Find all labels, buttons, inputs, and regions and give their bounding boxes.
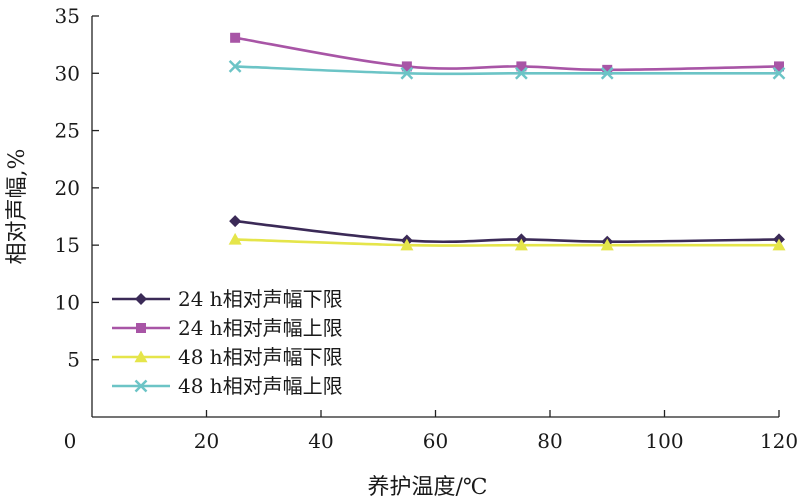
legend-item: 48 h相对声幅下限: [112, 345, 343, 369]
y-tick-label: 20: [55, 176, 80, 200]
axis-ticks: 5 10 15 20 25 30 35 0 20 40 60 80 100 120: [55, 4, 799, 453]
legend-label: 24 h相对声幅上限: [178, 316, 343, 340]
x-tick-label: 60: [423, 429, 448, 453]
x-axis-title: 养护温度/℃: [367, 475, 487, 500]
data-point: [230, 32, 241, 43]
data-point: [600, 66, 614, 80]
marker-stroke: [400, 66, 414, 80]
series-2: [230, 32, 784, 75]
y-tick-label: 25: [55, 119, 80, 143]
data-point: [514, 238, 528, 251]
data-point: [228, 60, 242, 73]
y-axis-title: 相对声幅,%: [5, 149, 30, 265]
legend-marker: [135, 293, 147, 305]
legend-marker: [134, 350, 148, 363]
x-tick-label: 0: [64, 429, 77, 453]
y-tick-label: 15: [55, 233, 80, 257]
data-point: [774, 61, 784, 72]
x-tick-label: 100: [645, 429, 683, 453]
legend: 24 h相对声幅下限 24 h相对声幅上限 48 h相对声幅下限 48 h相对声幅上限: [112, 287, 343, 398]
legend-item: 48 h相对声幅上限: [112, 374, 343, 398]
y-tick-label: 35: [55, 4, 80, 28]
legend-label: 48 h相对声幅上限: [178, 374, 343, 398]
y-tick-label: 10: [55, 290, 80, 314]
x-tick-label: 120: [760, 429, 798, 453]
data-point: [229, 215, 242, 228]
series-line: [234, 219, 780, 244]
marker-stroke: [514, 66, 528, 80]
x-tick-label: 80: [537, 429, 562, 453]
legend-item: 24 h相对声幅下限: [112, 287, 343, 311]
legend-marker: [136, 323, 146, 333]
x-tick-label: 40: [308, 429, 333, 453]
y-tick-label: 5: [67, 348, 80, 372]
series-3: [228, 232, 786, 251]
legend-label: 48 h相对声幅下限: [178, 345, 343, 369]
data-point: [772, 66, 786, 80]
legend-label: 24 h相对声幅下限: [178, 287, 343, 311]
data-point: [400, 66, 414, 80]
data-point: [514, 66, 528, 80]
marker-stroke: [600, 66, 614, 80]
series-4: [228, 60, 786, 80]
legend-item: 24 h相对声幅上限: [112, 316, 343, 340]
y-tick-label: 30: [55, 61, 80, 85]
data-point: [602, 64, 613, 75]
data-point: [401, 61, 412, 72]
data-series: [228, 32, 786, 251]
marker-stroke: [228, 60, 242, 73]
series-line: [234, 36, 780, 72]
legend-marker: [134, 379, 148, 393]
data-point: [516, 61, 527, 72]
marker-stroke: [772, 66, 786, 80]
data-point: [228, 232, 242, 245]
data-point: [772, 238, 786, 251]
x-tick-label: 20: [194, 429, 219, 453]
marker-stroke: [134, 379, 148, 393]
data-point: [400, 238, 414, 251]
data-point: [600, 238, 614, 251]
